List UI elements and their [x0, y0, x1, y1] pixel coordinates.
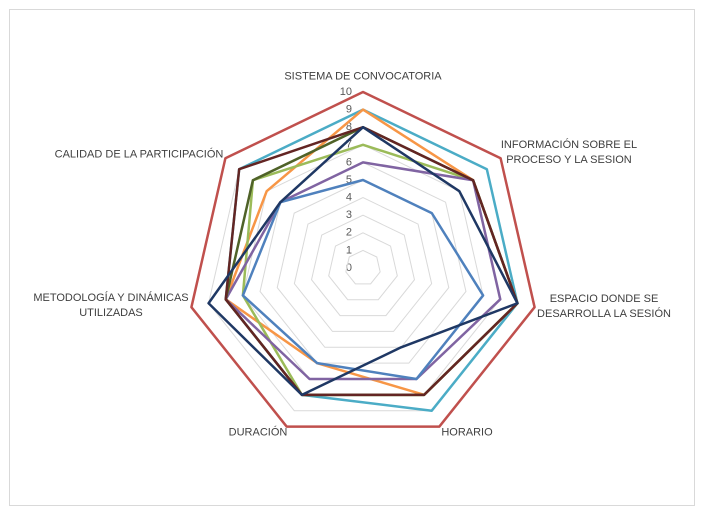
- category-label: ESPACIO DONDE SE DESARROLLA LA SESIÓN: [537, 293, 671, 320]
- r-tick-label: 9: [346, 104, 352, 116]
- series-line: [207, 125, 519, 397]
- series-line: [241, 178, 485, 381]
- grid-ring: [293, 197, 433, 332]
- category-label: DURACIÓN: [228, 426, 288, 439]
- grid-ring: [310, 214, 416, 317]
- r-tick-label: 3: [346, 209, 352, 221]
- r-tick-label: 10: [340, 86, 352, 98]
- category-label: HORARIO: [441, 426, 493, 439]
- chart-frame: [9, 9, 695, 506]
- r-tick-label: 0: [346, 262, 352, 274]
- series-line: [190, 90, 536, 428]
- series-line: [224, 108, 519, 412]
- category-label: INFORMACIÓN SOBRE EL PROCESO Y LA SESION: [500, 139, 638, 166]
- category-label: SISTEMA DE CONVOCATORIA: [284, 70, 442, 83]
- r-tick-label: 1: [346, 244, 352, 256]
- r-tick-label: 5: [346, 174, 352, 186]
- r-tick-label: 4: [346, 192, 352, 204]
- grid-ring: [276, 179, 450, 348]
- series-line: [224, 161, 502, 381]
- grid-ring: [328, 232, 398, 301]
- r-tick-label: 6: [346, 156, 352, 168]
- r-tick-label: 8: [346, 121, 352, 133]
- category-label: METODOLOGÍA Y DINÁMICAS UTILIZADAS: [33, 292, 189, 319]
- r-tick-label: 2: [346, 227, 352, 239]
- grid-ring: [345, 249, 381, 285]
- series-line: [224, 125, 519, 397]
- grid-ring: [259, 161, 467, 364]
- r-tick-label: 7: [346, 139, 352, 151]
- category-label: CALIDAD DE LA PARTICIPACIÓN: [54, 148, 224, 161]
